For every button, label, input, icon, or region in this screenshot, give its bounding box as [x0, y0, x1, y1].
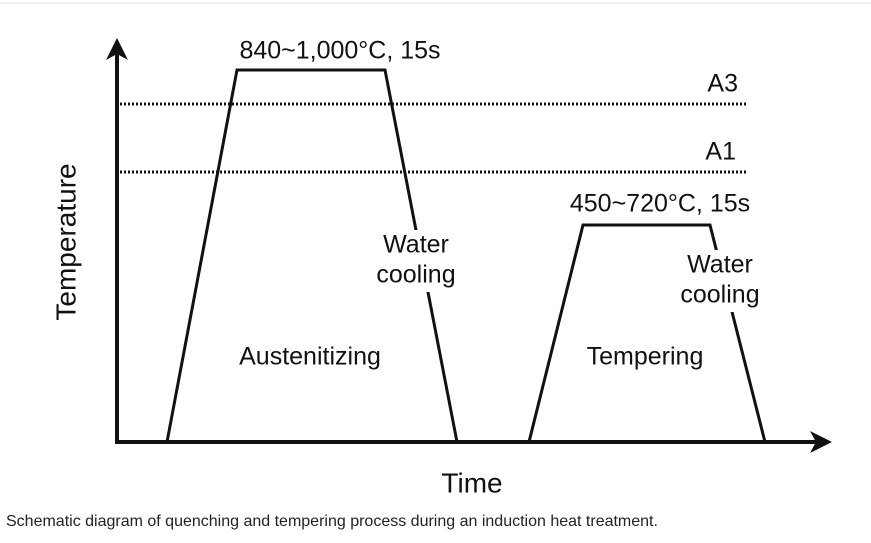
cooling-label: Water: [383, 231, 449, 259]
cooling-label: Water: [687, 251, 753, 279]
peak-label: 840~1,000°C, 15s: [239, 37, 440, 65]
x-arrow: [810, 431, 832, 453]
diagram: 840~1,000°C, 15s A3 A1 450~720°C, 15s Wa…: [0, 2, 871, 498]
label-bg: [672, 250, 768, 312]
stage-name: Tempering: [587, 343, 704, 371]
x-axis-label: Time: [441, 467, 502, 498]
y-arrow: [106, 38, 128, 60]
label-bg: [368, 230, 464, 292]
line-label: A3: [707, 70, 738, 98]
line-label: A1: [705, 138, 736, 166]
peak-label: 450~720°C, 15s: [570, 190, 750, 218]
caption: Schematic diagram of quenching and tempe…: [6, 513, 658, 530]
cooling-label: cooling: [376, 261, 455, 289]
tempering-cycle: [527, 223, 767, 443]
y-axis-label: Temperature: [50, 163, 81, 320]
stage-name: Austenitizing: [239, 343, 381, 371]
cooling-label: cooling: [680, 281, 759, 309]
